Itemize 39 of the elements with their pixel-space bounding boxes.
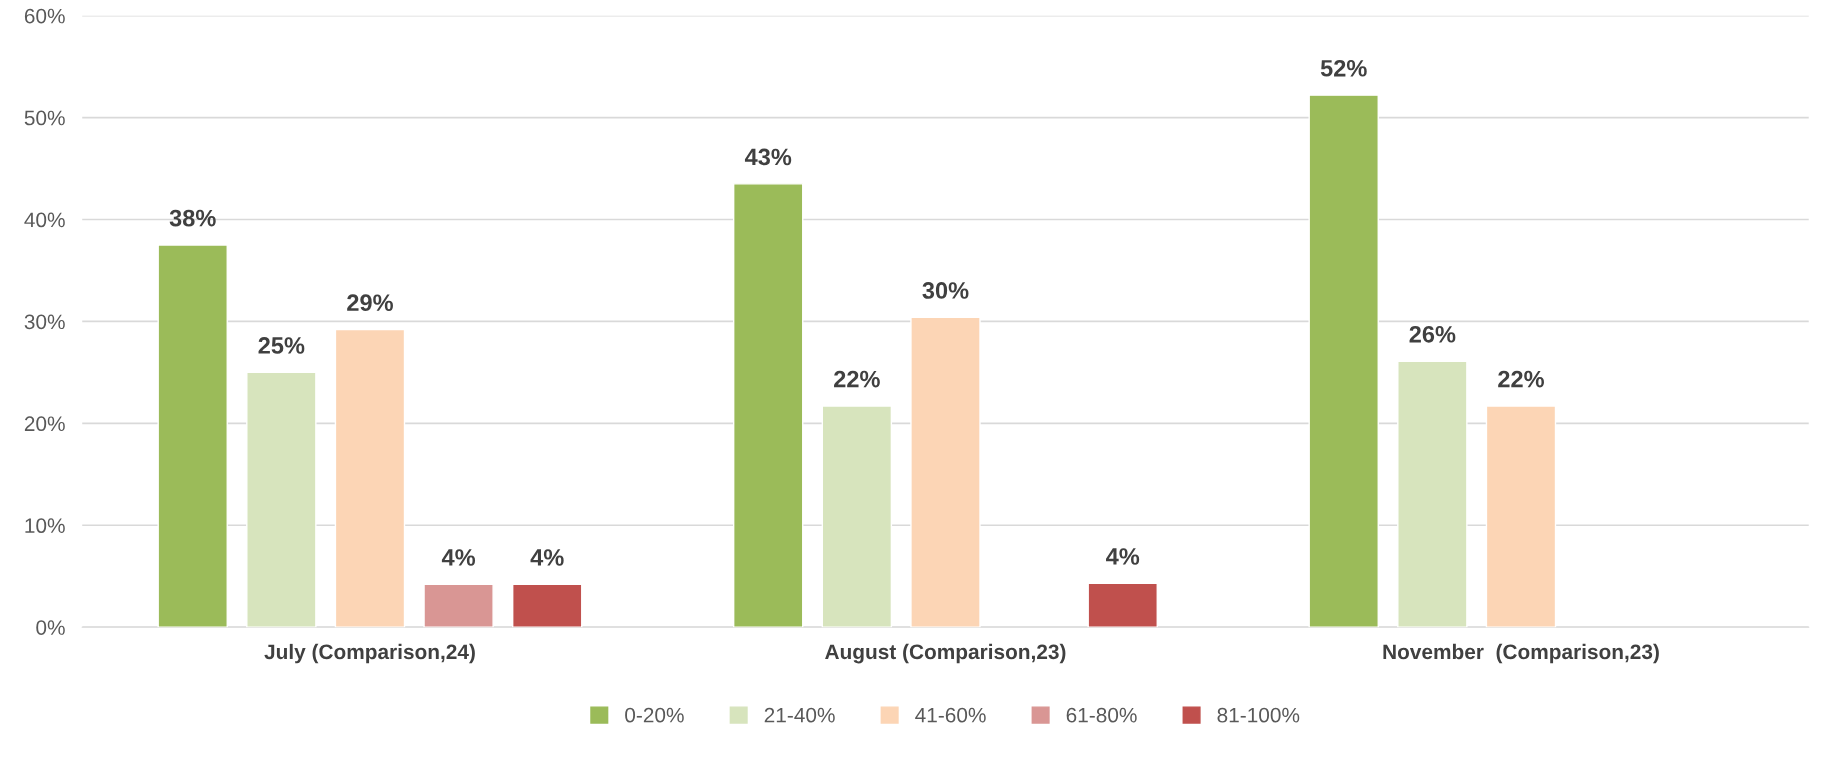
y-tick-label: 0% bbox=[36, 620, 65, 635]
legend-label: 21-40% bbox=[764, 707, 835, 723]
data-label: 22% bbox=[1498, 370, 1544, 388]
data-label: 52% bbox=[1320, 59, 1367, 77]
bar bbox=[821, 405, 893, 628]
bar bbox=[511, 583, 583, 628]
data-label: 4% bbox=[1106, 548, 1140, 565]
bar bbox=[157, 244, 228, 628]
legend-label: 0-20% bbox=[625, 707, 684, 723]
data-label: 29% bbox=[347, 294, 393, 312]
bar bbox=[1308, 94, 1379, 628]
bar bbox=[1485, 405, 1557, 628]
legend-label: 81-100% bbox=[1217, 707, 1300, 723]
data-label: 43% bbox=[744, 148, 792, 166]
bar bbox=[334, 328, 406, 628]
x-tick-label: July (Comparison,24) bbox=[264, 643, 475, 664]
data-label: 38% bbox=[169, 209, 216, 227]
bar bbox=[1397, 360, 1468, 628]
bar bbox=[246, 371, 317, 628]
y-tick-label: 60% bbox=[24, 8, 65, 24]
bar bbox=[1087, 582, 1158, 628]
data-label: 4% bbox=[441, 549, 476, 566]
x-tick-label: August (Comparison,23) bbox=[825, 643, 1066, 664]
y-tick-label: 50% bbox=[24, 110, 65, 126]
y-tick-label: 10% bbox=[25, 518, 65, 534]
data-label: 25% bbox=[258, 337, 305, 354]
y-tick-label: 20% bbox=[24, 416, 65, 432]
data-label: 22% bbox=[834, 370, 880, 388]
data-label: 4% bbox=[530, 549, 564, 566]
bar bbox=[732, 183, 804, 628]
x-tick-label: November (Comparison,23) bbox=[1383, 643, 1659, 664]
bar bbox=[423, 583, 494, 628]
legend-label: 61-80% bbox=[1066, 707, 1137, 723]
data-label: 26% bbox=[1409, 325, 1456, 343]
y-tick-label: 40% bbox=[24, 212, 65, 228]
data-label: 30% bbox=[922, 282, 969, 299]
y-tick-label: 30% bbox=[24, 314, 65, 330]
bar bbox=[910, 316, 981, 628]
legend-label: 41-60% bbox=[915, 707, 986, 723]
